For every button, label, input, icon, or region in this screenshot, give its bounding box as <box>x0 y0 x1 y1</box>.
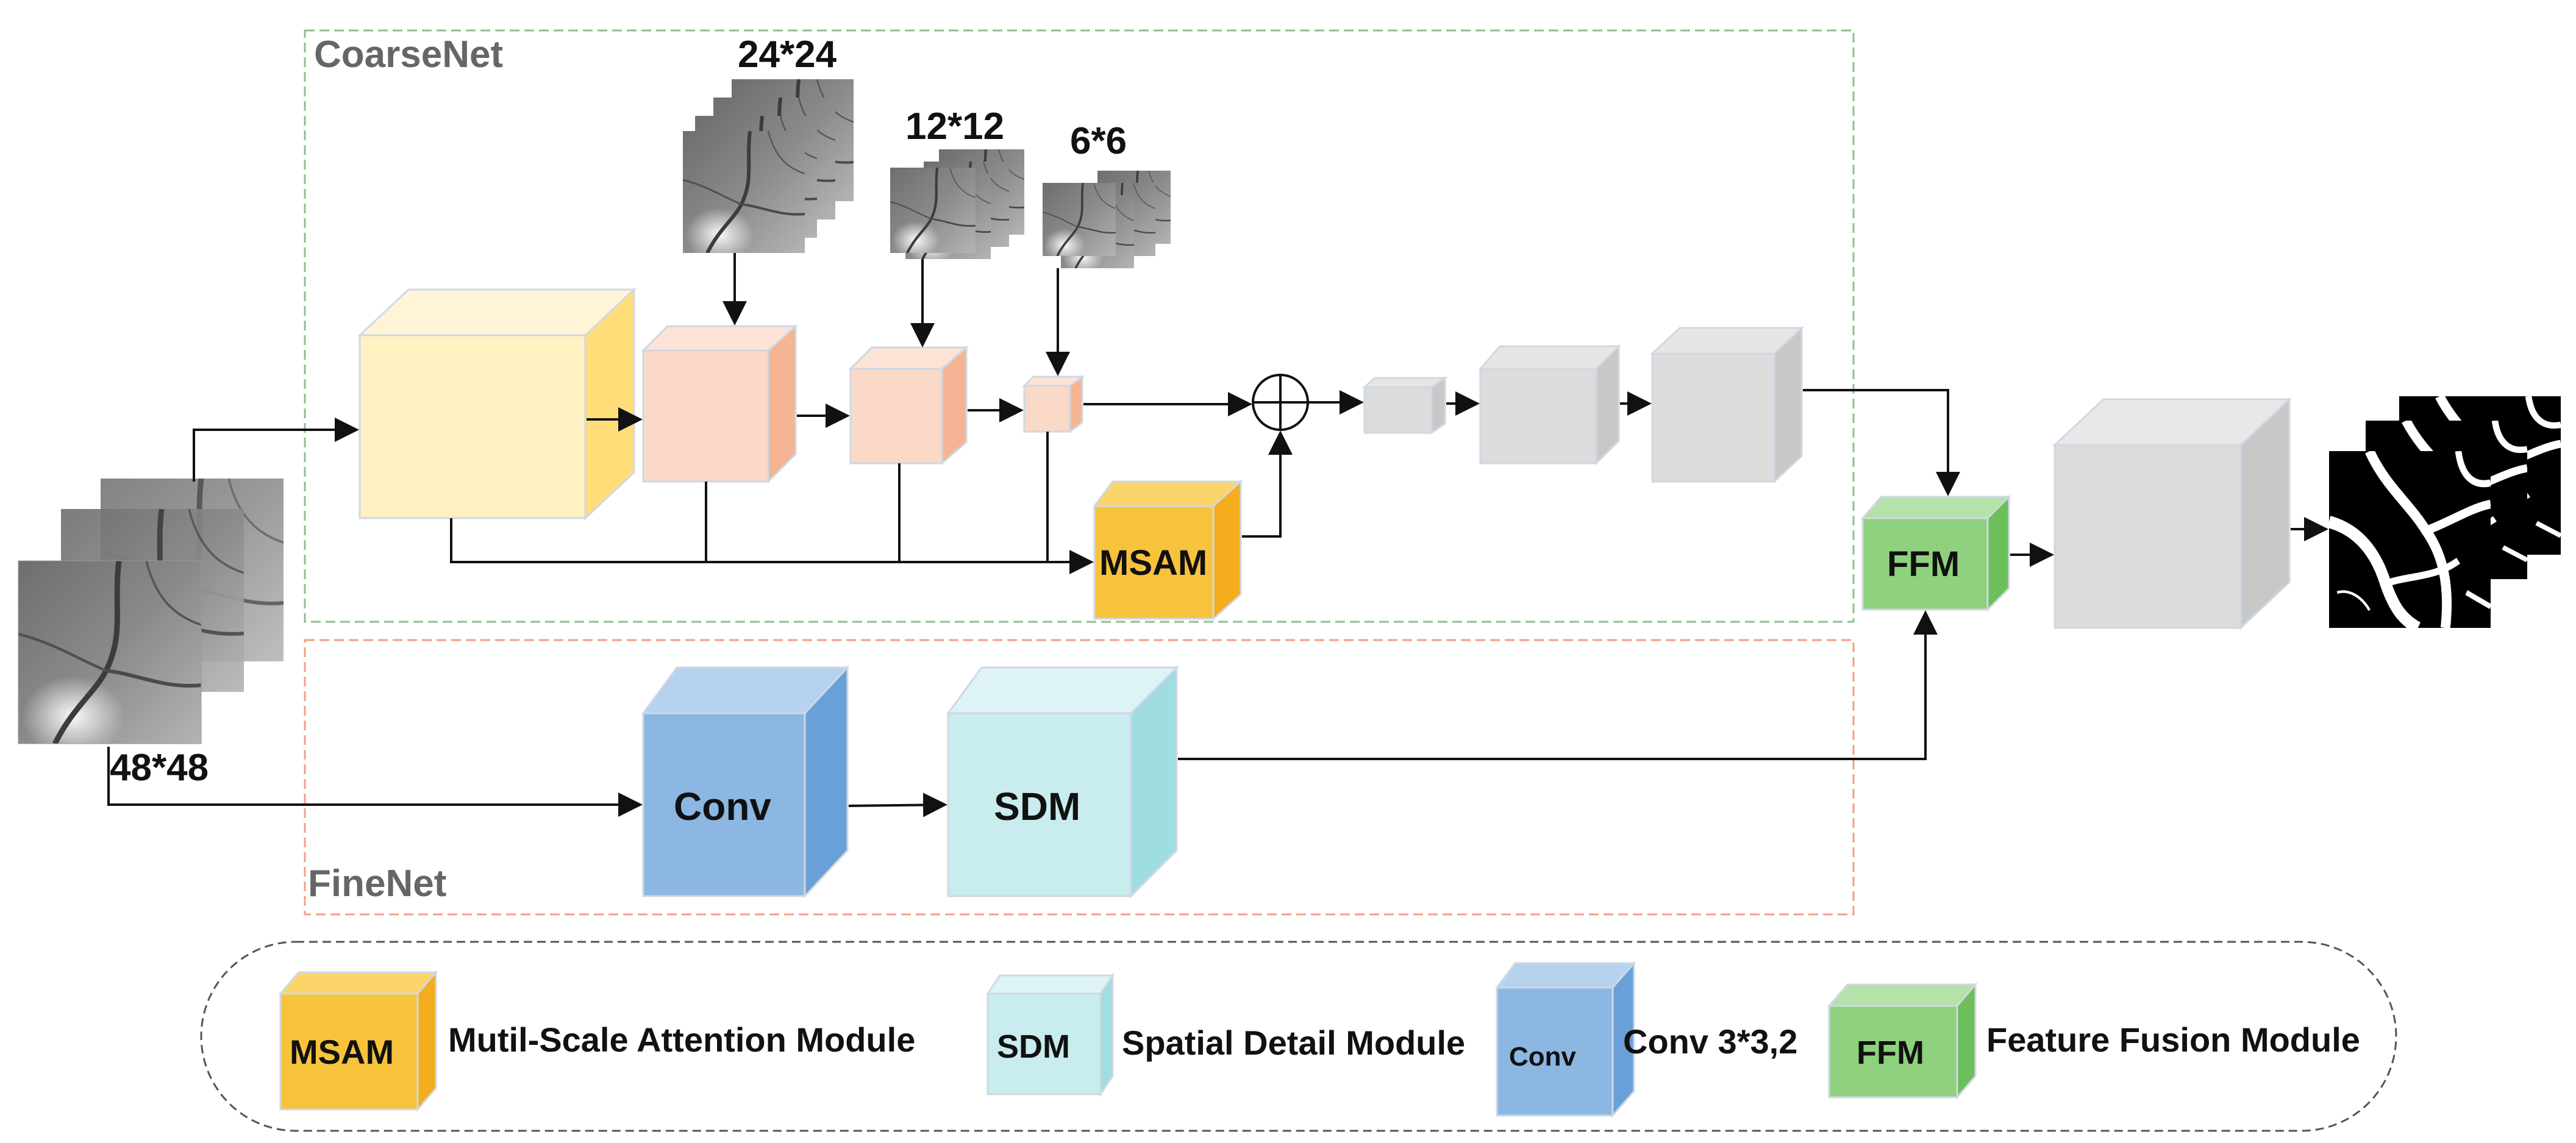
finenet-label: FineNet <box>308 863 446 905</box>
legend-msam-desc: Mutil-Scale Attention Module <box>448 1020 915 1059</box>
msam-label: MSAM <box>1099 543 1207 583</box>
output-cube <box>2052 397 2292 630</box>
encoder-cube-3 <box>848 345 969 466</box>
input-size-label: 48*48 <box>110 747 209 789</box>
finenet-region <box>304 639 1855 916</box>
decoder-cube-2 <box>1478 344 1621 466</box>
legend-ffm-swatch <box>1827 981 1978 1100</box>
legend-msam-swatch <box>278 969 438 1113</box>
decoder-cube-3 <box>1650 326 1804 484</box>
legend-sdm-desc: Spatial Detail Module <box>1122 1024 1465 1062</box>
coarsenet-label: CoarseNet <box>314 34 503 76</box>
legend-ffm-box-label: FFM <box>1857 1034 1924 1071</box>
scale-24-label: 24*24 <box>738 34 837 76</box>
conv-label: Conv <box>674 785 771 828</box>
coarsenet-region <box>304 29 1855 623</box>
decoder-cube-1 <box>1362 376 1448 435</box>
msam-block <box>1093 479 1243 621</box>
ffm-label: FFM <box>1887 544 1960 584</box>
encoder-cube-4 <box>1022 375 1085 433</box>
output-segmentation-stack <box>2329 396 2561 628</box>
input-image-stack <box>18 479 284 744</box>
legend-ffm-desc: Feature Fusion Module <box>1986 1020 2360 1059</box>
scale-6-stack <box>1043 171 1171 268</box>
legend-conv-desc: Conv 3*3,2 <box>1623 1022 1797 1061</box>
encoder-cube-2 <box>641 324 798 484</box>
ffm-block <box>1860 494 2011 612</box>
scale-24-stack <box>683 79 854 262</box>
sdm-block <box>946 665 1179 899</box>
legend-conv-box-label: Conv <box>1509 1042 1577 1072</box>
conv-block <box>641 665 850 899</box>
connections <box>107 253 2328 817</box>
scale-12-label: 12*12 <box>905 105 1004 148</box>
scale-12-stack <box>890 149 1024 265</box>
legend-box <box>200 941 2397 1132</box>
legend-msam-box-label: MSAM <box>290 1033 394 1071</box>
legend-sdm-swatch <box>986 972 1115 1097</box>
encoder-cube-1 <box>357 287 637 521</box>
legend-sdm-box-label: SDM <box>997 1028 1070 1065</box>
add-node <box>1252 374 1309 431</box>
sdm-label: SDM <box>994 785 1080 828</box>
legend-conv-swatch <box>1495 961 1636 1118</box>
scale-6-label: 6*6 <box>1070 120 1127 162</box>
